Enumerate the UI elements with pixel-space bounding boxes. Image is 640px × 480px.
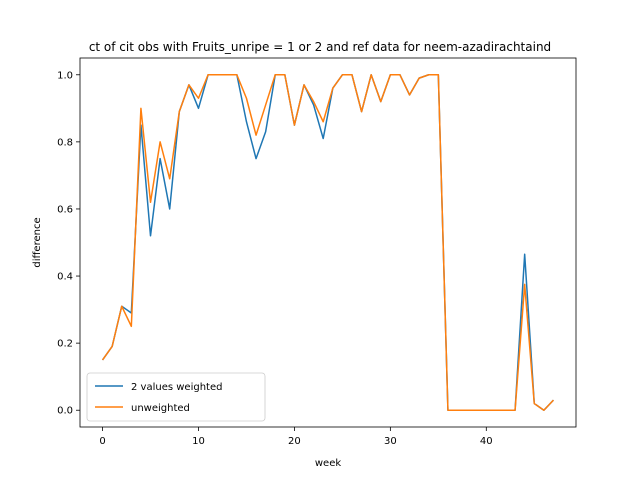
x-tick-label: 40 [480,436,493,447]
legend: 2 values weighted unweighted [86,372,266,422]
y-tick-label: 0.6 [57,204,73,215]
series-line-2-values-weighted [101,74,554,411]
x-tick-label: 0 [99,436,105,447]
y-tick-label: 0.2 [57,339,73,350]
legend-label-unweighted: unweighted [131,403,190,414]
x-axis: 0 10 20 30 40 [99,427,493,447]
plot-area-frame [79,57,577,428]
y-tick-label: 0.4 [57,272,73,283]
legend-label-2-values-weighted: 2 values weighted [131,382,222,393]
chart-title: ct of cit obs with Fruits_unripe = 1 or … [89,40,551,54]
y-axis-label: difference [32,217,43,267]
x-tick-label: 30 [384,436,397,447]
x-tick-label: 20 [288,436,301,447]
series-line-unweighted [101,74,554,411]
y-axis: 0.0 0.2 0.4 0.6 0.8 1.0 [57,70,80,417]
y-tick-label: 0.8 [57,137,73,148]
series-layer [101,74,554,411]
legend-box [86,372,266,422]
y-tick-label: 0.0 [57,406,73,417]
x-axis-label: week [315,458,341,469]
x-tick-label: 10 [192,436,205,447]
y-tick-label: 1.0 [57,70,73,81]
